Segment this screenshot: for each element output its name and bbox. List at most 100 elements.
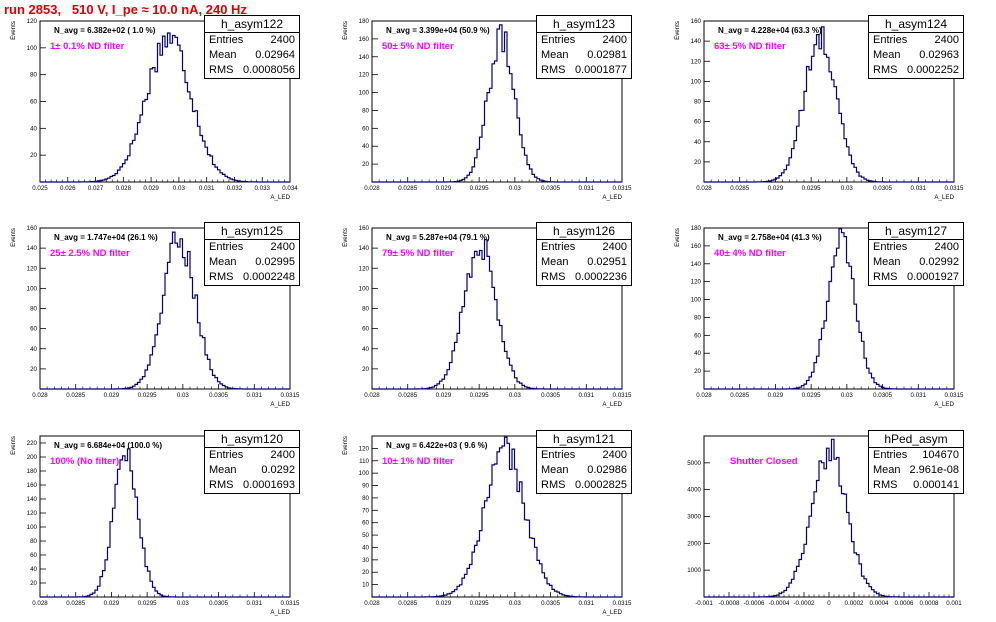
x-tick-label: 0.0295 [470, 600, 489, 607]
x-tick-label: 0.031 [579, 185, 595, 192]
plot-frame [371, 435, 623, 598]
x-tick-label: 0.001 [946, 600, 962, 607]
x-tick-label: 0.028 [696, 185, 712, 192]
x-tick-label: 0.0285 [730, 392, 749, 399]
stats-box: h_asym126 Entries 2400 Mean 0.02951 RMS 0.0002… [536, 222, 632, 286]
y-tick-label: 120 [27, 18, 38, 25]
x-tick-label: 0.03 [509, 600, 522, 607]
x-tick-label: 0.0305 [541, 600, 560, 607]
x-tick-label: 0.0305 [873, 392, 892, 399]
histogram-plot: 0.025 0.026 0.027 0.028 0.029 0.03 0.031 0.032 0… [10, 18, 298, 201]
y-tick-label: 80 [694, 314, 701, 321]
x-tick-label: 0.031 [911, 392, 927, 399]
filter-label: 100% (No filter) [50, 456, 120, 467]
plot-frame [703, 227, 955, 390]
y-axis-title: Events [674, 21, 681, 40]
stats-box: h_asym121 Entries 2400 Mean 0.02986 RMS 0.0002… [536, 430, 632, 494]
y-tick-label: 80 [362, 495, 369, 502]
stats-value: 0.0002236 [575, 271, 627, 283]
stats-key: Entries [209, 241, 244, 253]
stats-value: 2400 [270, 34, 295, 46]
y-tick-label: 160 [27, 225, 38, 232]
x-tick-label: 0.0305 [209, 392, 228, 399]
x-tick-label: 0.028 [364, 185, 380, 192]
plot-frame [371, 20, 623, 183]
y-axis-title: Events [10, 228, 17, 247]
histogram-line [372, 239, 622, 390]
x-tick-label: -0.001 [695, 600, 713, 607]
stats-key: Mean [541, 464, 569, 476]
n-avg-label: N_avg = 6.422e+03 ( 9.6 %) [386, 441, 488, 450]
x-tick-label: 0.031 [199, 185, 215, 192]
histogram-plot: 0.028 0.0285 0.029 0.0295 0.03 0.0305 0.031 0.0… [342, 435, 632, 616]
histogram-pad-hPed_asym: -0.001 -0.0008 -0.0006 -0.0004 -0.0002 0 0.000… [664, 415, 996, 622]
x-tick-label: 0.028 [364, 600, 380, 607]
x-tick-label: 0.027 [88, 185, 104, 192]
stats-key: RMS [209, 64, 234, 76]
histogram-pad-h_asym120: 0.028 0.0285 0.029 0.0295 0.03 0.0305 0.031 0.0… [0, 415, 332, 622]
x-tick-label: 0.025 [32, 185, 48, 192]
x-tick-label: 0.0295 [470, 185, 489, 192]
x-tick-label: 0.0285 [398, 185, 417, 192]
stats-row: Entries 2400 [537, 448, 631, 463]
y-tick-label: 140 [27, 496, 38, 503]
y-tick-label: 180 [359, 18, 370, 25]
stats-row: Mean 0.02964 [205, 48, 299, 63]
x-axis-title: A_LED [270, 401, 290, 408]
x-tick-label: 0.03 [177, 392, 190, 399]
x-tick-label: 0.03 [173, 185, 186, 192]
x-tick-label: 0.0295 [802, 392, 821, 399]
histogram-plot: 0.028 0.0285 0.029 0.0295 0.03 0.0305 0.031 0.0… [10, 225, 300, 408]
y-axis-title: Events [342, 21, 349, 40]
x-tick-label: 0.0008 [920, 600, 939, 607]
filter-label: 1± 0.1% ND filter [50, 41, 125, 52]
y-tick-label: 40 [362, 544, 369, 551]
y-tick-label: 80 [30, 306, 37, 313]
stats-key: RMS [541, 64, 566, 76]
y-axis-title: Events [342, 436, 349, 455]
stats-value: 0.02963 [919, 49, 959, 61]
stats-key: Entries [541, 34, 576, 46]
y-tick-label: 160 [27, 482, 38, 489]
stats-row: Mean 0.02981 [537, 48, 631, 63]
x-tick-label: 0.029 [143, 185, 159, 192]
x-tick-label: 0.0315 [613, 185, 632, 192]
y-tick-label: 80 [30, 538, 37, 545]
y-tick-label: 100 [359, 285, 370, 292]
y-tick-label: 20 [362, 569, 369, 576]
y-tick-label: 200 [27, 454, 38, 461]
stats-value: 0.0292 [261, 464, 295, 476]
stats-key: Entries [873, 449, 908, 461]
x-tick-label: 0.028 [364, 392, 380, 399]
x-tick-label: 0.029 [768, 392, 784, 399]
x-tick-label: 0.026 [60, 185, 76, 192]
x-tick-label: 0.031 [911, 185, 927, 192]
stats-row: Entries 2400 [205, 33, 299, 48]
stats-row: Mean 0.02992 [869, 255, 963, 270]
y-tick-label: 60 [694, 119, 701, 126]
y-axis-title: Events [674, 228, 681, 247]
y-tick-label: 50 [362, 532, 369, 539]
stats-row: Entries 2400 [869, 240, 963, 255]
histogram-plot: -0.001 -0.0008 -0.0006 -0.0004 -0.0002 0 0.000… [687, 435, 962, 607]
stats-row: RMS 0.000141 [869, 478, 963, 493]
stats-title: hPed_asym [869, 431, 963, 448]
y-tick-label: 20 [30, 580, 37, 587]
stats-value: 0.0008056 [243, 64, 295, 76]
y-tick-label: 100 [359, 90, 370, 97]
x-tick-label: 0.0004 [870, 600, 889, 607]
histogram-plot: 0.028 0.0285 0.029 0.0295 0.03 0.0305 0.031 0.0… [342, 225, 632, 408]
x-tick-label: 0.0305 [209, 600, 228, 607]
histogram-plot: 0.028 0.0285 0.029 0.0295 0.03 0.0305 0.031 0.0… [674, 18, 964, 201]
y-tick-label: 40 [694, 350, 701, 357]
stats-row: RMS 0.0008056 [205, 63, 299, 78]
x-tick-label: 0.031 [579, 392, 595, 399]
y-tick-label: 80 [30, 72, 37, 79]
stats-key: RMS [209, 479, 234, 491]
n-avg-label: N_avg = 4.228e+04 (63.3 %) [718, 26, 822, 35]
y-tick-label: 220 [27, 440, 38, 447]
stats-key: Mean [209, 256, 237, 268]
stats-value: 0.02992 [919, 256, 959, 268]
stats-title: h_asym123 [537, 16, 631, 33]
stats-key: RMS [873, 64, 898, 76]
